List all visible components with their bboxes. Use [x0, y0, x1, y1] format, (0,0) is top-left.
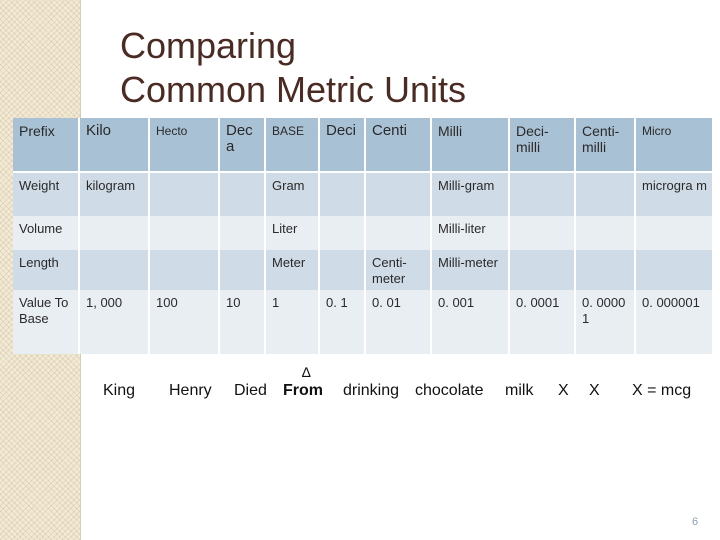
- table-cell: [149, 172, 220, 216]
- table-row-value-to-base: Value To Base 1, 000 100 10 1 0. 1 0. 01…: [13, 290, 714, 354]
- title-line-2: Common Metric Units: [120, 69, 467, 110]
- mnemonic-line: King Henry Died From drinking chocolate …: [0, 382, 720, 406]
- table-cell: [149, 250, 220, 290]
- delta-symbol: ∆: [302, 364, 311, 380]
- metric-units-table: Prefix Kilo Hecto Dec a BASE Deci Centi …: [13, 118, 714, 354]
- table-cell: [575, 216, 636, 250]
- table-row-weight: Weight kilogram Gram Milli-gram microgra…: [13, 172, 714, 216]
- table-cell: Weight: [13, 172, 80, 216]
- mnemonic-word-king: King: [103, 382, 136, 399]
- table-cell: 1: [265, 290, 320, 354]
- table-cell: kilogram: [79, 172, 150, 216]
- table-cell: Milli-meter: [431, 250, 510, 290]
- table-cell: [365, 172, 432, 216]
- mnemonic-word-from: From: [283, 382, 323, 399]
- table-cell: [319, 250, 366, 290]
- header-cell-centi: Centi: [365, 118, 432, 173]
- mnemonic-word-drinking: drinking: [343, 382, 400, 399]
- table-cell: [149, 216, 220, 250]
- table-cell: Centi-meter: [365, 250, 432, 290]
- table-cell: Meter: [265, 250, 320, 290]
- table-cell: [319, 216, 366, 250]
- mnemonic-word-x-equals-mcg: X = mcg: [632, 382, 692, 399]
- table-cell: [219, 250, 266, 290]
- table-row-volume: Volume Liter Milli-liter: [13, 216, 714, 250]
- table-cell: [635, 250, 714, 290]
- table-cell: 100: [149, 290, 220, 354]
- table-cell: Length: [13, 250, 80, 290]
- mnemonic-word-x1: X: [558, 382, 569, 399]
- mnemonic-word-chocolate: chocolate: [415, 382, 484, 399]
- table-cell: 1, 000: [79, 290, 150, 354]
- mnemonic-word-henry: Henry: [169, 382, 212, 399]
- slide-title: Comparing Common Metric Units: [120, 24, 466, 112]
- table-cell: Milli-gram: [431, 172, 510, 216]
- table-cell: [79, 216, 150, 250]
- header-cell-centi-milli: Centi-milli: [575, 118, 636, 173]
- header-cell-deca: Dec a: [219, 118, 266, 173]
- table-cell: 0. 1: [319, 290, 366, 354]
- table-row-length: Length Meter Centi-meter Milli-meter: [13, 250, 714, 290]
- header-cell-milli: Milli: [431, 118, 510, 173]
- page-number: 6: [692, 516, 699, 528]
- table-cell: Milli-liter: [431, 216, 510, 250]
- header-cell-kilo: Kilo: [79, 118, 150, 173]
- table-cell: 0. 000001: [635, 290, 714, 354]
- table-cell: [365, 216, 432, 250]
- table-header-row: Prefix Kilo Hecto Dec a BASE Deci Centi …: [13, 118, 714, 173]
- table-cell: [79, 250, 150, 290]
- header-cell-hecto: Hecto: [149, 118, 220, 173]
- table-cell: Volume: [13, 216, 80, 250]
- table-cell: Liter: [265, 216, 320, 250]
- table-cell: [219, 216, 266, 250]
- table-cell: 0. 0001: [509, 290, 576, 354]
- table-cell: [635, 216, 714, 250]
- table-cell: [319, 172, 366, 216]
- table-cell: [509, 250, 576, 290]
- table-cell: [509, 216, 576, 250]
- header-cell-micro: Micro: [635, 118, 714, 173]
- table-cell: 0. 001: [431, 290, 510, 354]
- table-cell: Value To Base: [13, 290, 80, 354]
- table-cell: 0. 01: [365, 290, 432, 354]
- header-cell-deci: Deci: [319, 118, 366, 173]
- table-cell: [575, 250, 636, 290]
- table-cell: 10: [219, 290, 266, 354]
- header-cell-deci-milli: Deci-milli: [509, 118, 576, 173]
- table-cell: 0. 0000 1: [575, 290, 636, 354]
- header-cell-prefix: Prefix: [13, 118, 80, 173]
- table-cell: [575, 172, 636, 216]
- table-cell: Gram: [265, 172, 320, 216]
- mnemonic-word-died: Died: [234, 382, 267, 399]
- title-line-1: Comparing: [120, 25, 297, 66]
- table-cell: [219, 172, 266, 216]
- table-cell: microgra m: [635, 172, 714, 216]
- mnemonic-word-x2: X: [589, 382, 600, 399]
- mnemonic-word-milk: milk: [505, 382, 534, 399]
- header-cell-base: BASE: [265, 118, 320, 173]
- table-cell: [509, 172, 576, 216]
